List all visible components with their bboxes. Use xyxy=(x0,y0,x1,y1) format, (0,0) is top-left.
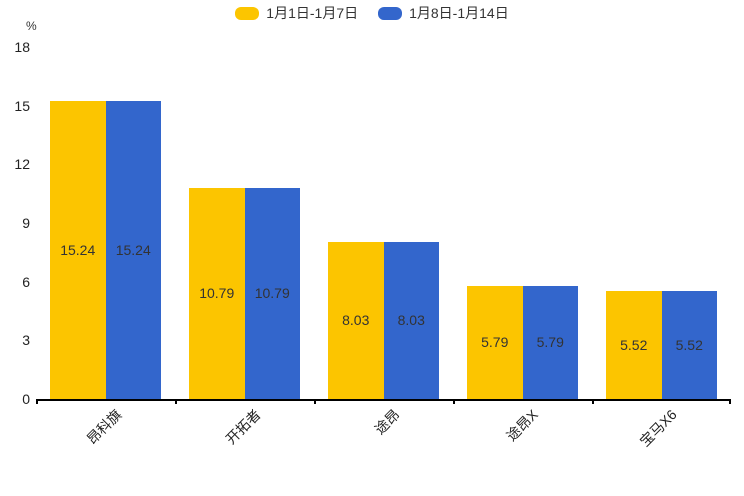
x-category-label: 开拓者 xyxy=(222,406,264,448)
x-category-label: 昂科旗 xyxy=(83,406,125,448)
x-axis-tick xyxy=(592,399,594,404)
y-tick-label: 0 xyxy=(22,391,30,407)
bar-series1-昂科旗 xyxy=(50,100,106,399)
bar-value-label: 5.52 xyxy=(620,337,648,354)
bar-value-label: 5.79 xyxy=(536,334,564,351)
x-category-label: 宝马X6 xyxy=(636,406,681,450)
plot-area: 15.24 15.24 昂科旗 10.79 10.79 开拓者 8.03 8.03 途昂 5.79… xyxy=(36,47,731,450)
y-tick-label: 9 xyxy=(22,215,30,231)
x-axis-line xyxy=(36,399,731,401)
x-axis-tick xyxy=(453,399,455,404)
legend-item-series1[interactable]: 1月1日-1月7日 xyxy=(235,6,358,20)
legend-swatch-icon xyxy=(235,6,260,20)
bar-series2-昂科旗 xyxy=(105,100,161,399)
legend-swatch-icon xyxy=(378,6,403,20)
legend-label: 1月8日-1月14日 xyxy=(409,5,509,21)
y-tick-label: 18 xyxy=(14,39,30,55)
bar-value-label: 8.03 xyxy=(342,312,370,329)
bar-series1-途昂X xyxy=(467,285,523,399)
y-axis-unit-label: % xyxy=(26,19,37,33)
legend-item-series2[interactable]: 1月8日-1月14日 xyxy=(378,6,509,20)
bar-series2-宝马X6 xyxy=(661,291,717,399)
x-axis-tick xyxy=(314,399,316,404)
bar-value-label: 15.24 xyxy=(115,241,151,258)
bar-series2-途昂X xyxy=(522,285,578,399)
bar-series2-开拓者 xyxy=(244,187,300,399)
bar-value-label: 10.79 xyxy=(254,285,290,302)
bar-series1-宝马X6 xyxy=(606,291,662,399)
x-axis-tick xyxy=(729,399,731,404)
x-category-label: 途昂 xyxy=(370,406,403,438)
chart-legend: 1月1日-1月7日 1月8日-1月14日 xyxy=(0,6,744,20)
y-tick-label: 6 xyxy=(22,273,30,290)
x-axis-tick xyxy=(175,399,177,404)
bar-value-label: 10.79 xyxy=(199,285,235,302)
legend-label: 1月1日-1月7日 xyxy=(266,5,359,21)
bar-series2-途昂 xyxy=(383,241,439,399)
bar-series1-开拓者 xyxy=(189,187,245,399)
bar-value-label: 5.52 xyxy=(675,337,703,354)
x-category-label: 途昂X xyxy=(503,406,542,445)
y-tick-label: 15 xyxy=(14,97,30,114)
bar-value-label: 8.03 xyxy=(397,312,425,329)
bar-value-label: 5.79 xyxy=(481,334,509,351)
y-tick-label: 12 xyxy=(14,156,30,173)
y-tick-label: 3 xyxy=(22,332,30,349)
x-axis-tick xyxy=(36,399,38,404)
bar-series1-途昂 xyxy=(328,241,384,399)
bar-value-label: 15.24 xyxy=(60,241,96,258)
